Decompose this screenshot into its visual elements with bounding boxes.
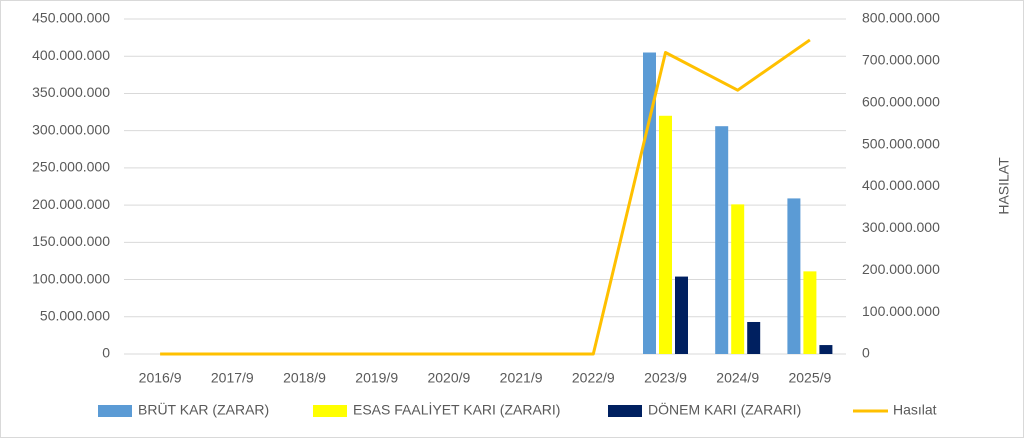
y-tick-label: 350.000.000: [32, 84, 110, 100]
y-tick-label: 200.000.000: [32, 196, 110, 212]
y2-axis-title: HASILAT: [996, 157, 1012, 215]
bar: [803, 271, 817, 354]
x-tick-label: 2020/9: [427, 370, 470, 386]
y2-tick-label: 400.000.000: [862, 177, 940, 193]
y-tick-label: 400.000.000: [32, 47, 110, 63]
y-tick-label: 50.000.000: [40, 307, 110, 323]
y-tick-label: 250.000.000: [32, 159, 110, 175]
legend-label: DÖNEM KARI (ZARARI): [648, 401, 801, 418]
legend-label: Hasılat: [893, 402, 937, 418]
y2-tick-label: 100.000.000: [862, 303, 940, 319]
x-tick-label: 2019/9: [355, 370, 398, 386]
x-tick-label: 2021/9: [500, 370, 543, 386]
legend-swatch: [313, 405, 347, 417]
legend-label: BRÜT KAR (ZARAR): [138, 401, 269, 418]
y2-tick-label: 700.000.000: [862, 52, 940, 68]
y-tick-label: 450.000.000: [32, 10, 110, 26]
y-tick-label: 100.000.000: [32, 270, 110, 286]
y2-tick-label: 300.000.000: [862, 219, 940, 235]
x-tick-label: 2025/9: [788, 370, 831, 386]
y-tick-label: 150.000.000: [32, 233, 110, 249]
x-tick-label: 2017/9: [211, 370, 254, 386]
y2-tick-label: 500.000.000: [862, 135, 940, 151]
bar: [715, 126, 729, 354]
bar: [731, 204, 745, 354]
y-tick-label: 0: [102, 345, 110, 361]
y-tick-label: 300.000.000: [32, 121, 110, 137]
bar: [659, 115, 672, 355]
bar: [675, 276, 688, 354]
y2-tick-label: 200.000.000: [862, 261, 940, 277]
y2-tick-label: 600.000.000: [862, 93, 940, 109]
bar: [787, 198, 801, 354]
legend-swatch: [98, 405, 132, 417]
y2-tick-label: 800.000.000: [862, 10, 940, 26]
y2-tick-label: 0: [862, 345, 870, 361]
bar: [819, 345, 833, 354]
legend-swatch: [608, 405, 642, 417]
x-tick-label: 2023/9: [644, 370, 687, 386]
x-tick-label: 2016/9: [139, 370, 182, 386]
bar: [747, 321, 761, 354]
x-tick-label: 2018/9: [283, 370, 326, 386]
x-tick-label: 2024/9: [716, 370, 759, 386]
legend-label: ESAS FAALİYET KARI (ZARARI): [353, 401, 560, 418]
x-tick-label: 2022/9: [572, 370, 615, 386]
line: [160, 38, 811, 356]
